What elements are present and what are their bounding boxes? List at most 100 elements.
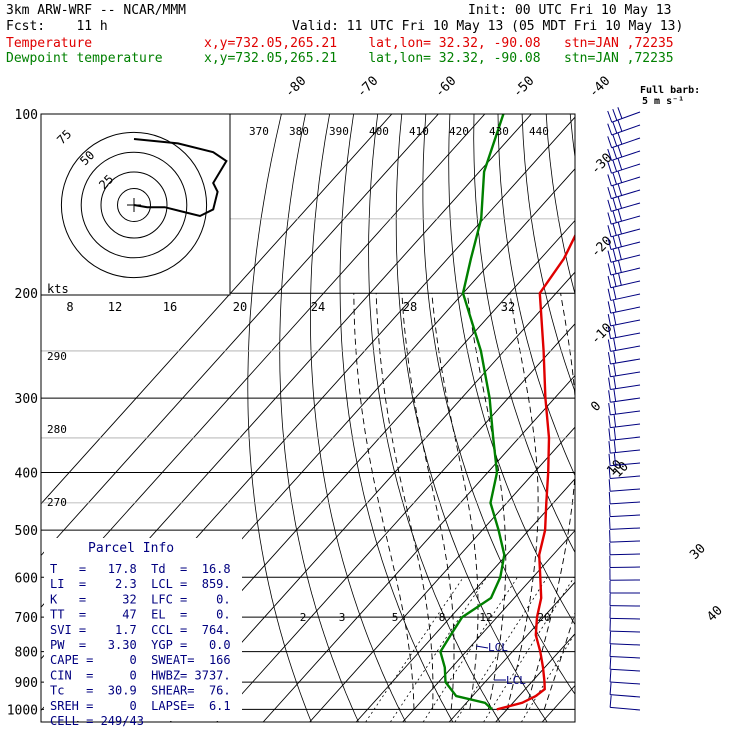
wind-barb bbox=[607, 300, 641, 314]
lcl-label: LCL bbox=[506, 674, 526, 687]
wind-barb bbox=[608, 504, 641, 518]
wind-barb bbox=[608, 415, 641, 429]
isotherm-label: 30 bbox=[687, 541, 709, 563]
barb-flag bbox=[612, 300, 617, 313]
init-time: Init: 00 UTC Fri 10 May 13 bbox=[468, 3, 672, 18]
barb-flag bbox=[608, 491, 611, 504]
mixing-ratio-label: 20 bbox=[537, 611, 550, 624]
dry-adiabat bbox=[279, 114, 359, 722]
isotherm-label: -30 bbox=[588, 151, 615, 178]
height-label: 16 bbox=[163, 300, 177, 314]
dry-adiabat bbox=[395, 114, 548, 722]
model-title: 3km ARW-WRF -- NCAR/MMM bbox=[6, 3, 187, 18]
mixing-ratio-line bbox=[454, 577, 548, 722]
isotherm-label: -10 bbox=[588, 321, 615, 348]
wind-barb bbox=[607, 196, 641, 212]
isotherm-line bbox=[309, 426, 575, 722]
hodograph-units: kts bbox=[47, 282, 69, 296]
dry-adiabat bbox=[642, 114, 740, 722]
wind-barb bbox=[609, 631, 641, 646]
isotherm-label: 0 bbox=[588, 399, 604, 415]
pressure-tick-label: 500 bbox=[15, 524, 38, 539]
dry-adiabat bbox=[368, 114, 501, 722]
barb-shaft bbox=[610, 643, 641, 646]
wind-barb bbox=[608, 466, 641, 479]
wind-barb bbox=[607, 287, 641, 301]
barb-flag bbox=[612, 236, 617, 249]
wind-barb bbox=[607, 338, 641, 352]
barb-flag bbox=[607, 352, 611, 365]
mixing-ratio-line bbox=[365, 577, 464, 722]
hodograph-ring bbox=[100, 171, 168, 239]
barb-flag bbox=[613, 325, 617, 338]
dry-adiabat bbox=[521, 114, 575, 393]
barb-flag bbox=[607, 187, 612, 199]
wind-barb bbox=[607, 260, 641, 276]
isotherm-line bbox=[635, 114, 740, 722]
barb-flag bbox=[607, 288, 612, 301]
isotherm-line bbox=[495, 633, 575, 722]
wind-barb bbox=[607, 132, 641, 149]
parcel-row: CELL = 249/43 bbox=[50, 714, 144, 728]
theta-e-label: 430 bbox=[489, 125, 509, 138]
barb-flag bbox=[608, 466, 611, 479]
wind-barb bbox=[607, 312, 641, 327]
mixing-ratio-line bbox=[521, 632, 575, 722]
dry-adiabat bbox=[448, 114, 575, 626]
temperature-line bbox=[496, 233, 575, 711]
pressure-tick-label: 400 bbox=[15, 466, 38, 481]
barb-shaft bbox=[610, 668, 641, 672]
height-label: 12 bbox=[108, 300, 122, 314]
isotherm-label: -40 bbox=[586, 74, 613, 101]
wind-barb bbox=[607, 247, 641, 263]
theta-e-label: 370 bbox=[249, 125, 269, 138]
dry-adiabat bbox=[569, 114, 575, 161]
profile-lines bbox=[439, 114, 575, 711]
theta-label: 270 bbox=[47, 496, 67, 509]
barb-shaft bbox=[611, 111, 641, 123]
barb-shaft bbox=[610, 501, 641, 505]
barb-shaft bbox=[610, 462, 641, 467]
parcel-row: CIN = 0 HWBZ= 3737. bbox=[50, 668, 231, 682]
barb-flag bbox=[612, 223, 617, 236]
barb-flag bbox=[613, 440, 617, 453]
barb-shaft bbox=[611, 137, 641, 149]
wind-barb bbox=[609, 530, 641, 543]
wind-barb bbox=[609, 542, 641, 556]
wind-barb bbox=[609, 580, 641, 594]
temperature-location: x,y=732.05,265.21 lat,lon= 32.32, -90.08… bbox=[204, 36, 674, 51]
dry-adiabat bbox=[667, 114, 740, 722]
theta-e-label: 440 bbox=[529, 125, 549, 138]
barb-shaft bbox=[610, 540, 641, 543]
barb-shaft bbox=[610, 358, 641, 365]
dewpoint-location: x,y=732.05,265.21 lat,lon= 32.32, -90.08… bbox=[204, 51, 674, 66]
dry-adiabat bbox=[339, 114, 454, 722]
isotherm-label: -50 bbox=[510, 74, 537, 101]
barb-shaft bbox=[609, 617, 641, 620]
barb-shaft bbox=[610, 423, 641, 429]
wind-barbs: Full barb:5 m s⁻¹ bbox=[607, 85, 700, 711]
barb-flag bbox=[609, 657, 612, 670]
theta-e-label: 400 bbox=[369, 125, 389, 138]
moist-adiabat bbox=[401, 293, 455, 710]
wind-barb bbox=[609, 568, 641, 581]
mixing-ratio-label: 5 bbox=[392, 611, 399, 624]
barb-flag bbox=[607, 174, 612, 187]
parcel-title: Parcel Info bbox=[88, 541, 174, 556]
barb-flag bbox=[608, 415, 611, 428]
barb-shaft bbox=[610, 475, 641, 479]
parcel-row: PW = 3.30 YGP = 0.0 bbox=[50, 638, 231, 652]
lcl-label: LCL bbox=[488, 641, 508, 654]
mixing-ratio-label: 12 bbox=[479, 611, 492, 624]
pressure-tick-label: 900 bbox=[15, 676, 38, 691]
parcel-background bbox=[44, 538, 242, 721]
barb-shaft bbox=[611, 189, 641, 200]
barb-flag bbox=[612, 210, 617, 223]
barb-flag bbox=[612, 121, 618, 134]
barb-flag bbox=[607, 275, 612, 288]
mixing-ratio-label: 3 bbox=[339, 611, 346, 624]
isotherm-line bbox=[41, 114, 439, 557]
dewpoint-line bbox=[439, 114, 506, 711]
